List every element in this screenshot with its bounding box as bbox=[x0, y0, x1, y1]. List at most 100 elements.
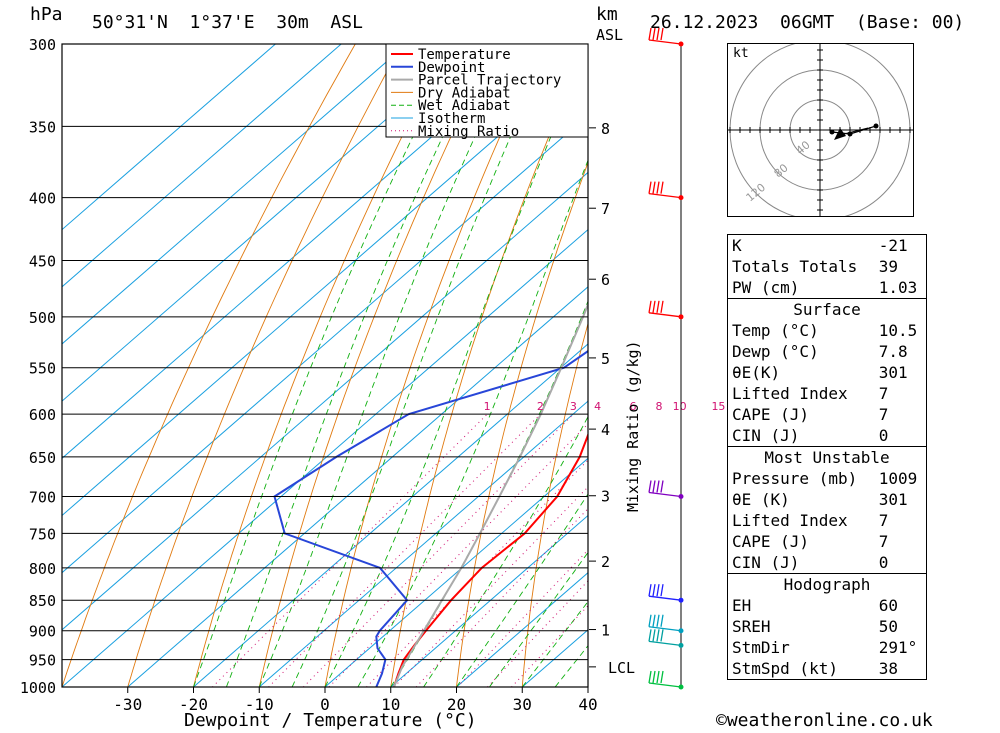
height-unit-asl: ASL bbox=[596, 26, 624, 44]
wind-barb-staff bbox=[648, 682, 682, 688]
wind-barb-feather bbox=[652, 629, 656, 642]
wind-barb-feather bbox=[652, 670, 656, 684]
isotherm-line bbox=[456, 571, 588, 687]
km-tick-label: 2 bbox=[601, 553, 610, 571]
indices-table: K -21 Totals Totals 39 PW (cm) 1.03 Surface Tem… bbox=[727, 234, 927, 680]
most-unstable-row: CAPE (J) 7 bbox=[728, 531, 927, 552]
index-label: Lifted Index bbox=[732, 511, 848, 530]
isotherm-line bbox=[62, 228, 588, 687]
km-tick-label: 7 bbox=[601, 200, 610, 218]
pressure-tick-label: 850 bbox=[29, 592, 56, 610]
x-axis-label: Dewpoint / Temperature (°C) bbox=[184, 710, 477, 731]
section-title: Hodograph bbox=[727, 573, 927, 595]
wind-barb-feather bbox=[648, 181, 652, 194]
wind-barb-feather bbox=[656, 614, 660, 627]
series-parcel-trajectory-line bbox=[393, 301, 588, 687]
index-value: 50 bbox=[878, 617, 898, 636]
index-label: CIN (J) bbox=[732, 426, 800, 445]
mixing-ratio-label: 3 bbox=[570, 400, 577, 413]
index-value: 301 bbox=[878, 490, 908, 509]
x-tick-label: 0 bbox=[320, 695, 330, 714]
wind-barb-feather bbox=[652, 614, 656, 627]
wind-barb-feather bbox=[652, 480, 656, 493]
mixing-ratio-line bbox=[456, 549, 588, 687]
pressure-tick-label: 750 bbox=[29, 525, 56, 543]
index-value: 7.8 bbox=[878, 342, 908, 361]
wind-barb-staff bbox=[648, 192, 682, 199]
km-tick-label: 4 bbox=[601, 421, 610, 439]
wind-barb-feather bbox=[660, 27, 664, 41]
x-tick-label: 10 bbox=[381, 695, 400, 714]
height-unit-km: km bbox=[596, 4, 618, 25]
isotherm-line bbox=[62, 44, 539, 459]
index-value: 0 bbox=[878, 553, 889, 572]
index-label: Dewp (°C) bbox=[732, 342, 819, 361]
mixing-ratio-label: 8 bbox=[655, 400, 662, 413]
isotherm-line bbox=[127, 286, 588, 687]
index-value: 291° bbox=[878, 638, 918, 657]
wind-barb-feather bbox=[648, 614, 652, 627]
pressure-unit-label: hPa bbox=[30, 4, 63, 25]
wind-barb bbox=[648, 614, 684, 634]
wind-barb bbox=[648, 181, 684, 201]
pressure-tick-label: 450 bbox=[29, 253, 56, 271]
wind-barb-feather bbox=[652, 27, 656, 41]
index-value: 7 bbox=[878, 405, 889, 424]
most-unstable-row: Lifted Index 7 bbox=[728, 510, 927, 531]
km-tick-label: 8 bbox=[601, 120, 610, 138]
wind-barb-feather bbox=[660, 670, 664, 684]
isotherm-line bbox=[62, 44, 342, 288]
wind-barb-staff bbox=[648, 39, 682, 45]
pressure-tick-label: 800 bbox=[29, 560, 56, 578]
index-label: SREH bbox=[732, 617, 771, 636]
index-label: θE (K) bbox=[732, 490, 790, 509]
hodograph-point bbox=[873, 123, 879, 129]
wind-barb-staff bbox=[648, 640, 682, 647]
x-tick-label: -10 bbox=[245, 695, 274, 714]
wind-barb-feather bbox=[652, 181, 656, 194]
pressure-tick-label: 700 bbox=[29, 489, 56, 507]
wind-barb-feather bbox=[648, 480, 652, 493]
mixing-ratio-line bbox=[366, 459, 588, 687]
wind-barb-feather bbox=[648, 629, 652, 642]
legend-entry-label: Temperature bbox=[418, 47, 511, 63]
hodograph-panel: 40 80 120 kt bbox=[727, 43, 914, 217]
wind-barb-feather bbox=[652, 300, 656, 313]
wind-barb-feather bbox=[660, 480, 664, 493]
mixing-ratio-label: 2 bbox=[537, 400, 544, 413]
wind-barb-feather bbox=[656, 629, 660, 642]
index-label: Temp (°C) bbox=[732, 321, 819, 340]
mixing-ratio-label: 4 bbox=[594, 400, 601, 413]
index-label: θE(K) bbox=[732, 363, 781, 382]
surface-row: Temp (°C) 10.5 bbox=[728, 320, 927, 341]
wind-barb-feather bbox=[656, 181, 660, 194]
wet-adiabat-line bbox=[357, 159, 588, 687]
wind-barb-staff bbox=[648, 595, 682, 601]
hodograph-row: StmDir 291° bbox=[728, 637, 927, 658]
mixing-ratio-line bbox=[268, 413, 541, 687]
wind-barb-feather bbox=[660, 300, 664, 313]
isotherm-line bbox=[324, 457, 588, 687]
datetime-label: 26.12.2023 06GMT (Base: 00) bbox=[650, 12, 965, 33]
pressure-tick-label: 900 bbox=[29, 623, 56, 641]
index-label: Pressure (mb) bbox=[732, 469, 858, 488]
wind-barb-feather bbox=[656, 480, 660, 493]
pressure-tick-label: 350 bbox=[29, 118, 56, 136]
wind-barb-staff bbox=[648, 626, 682, 632]
wind-barb bbox=[648, 480, 684, 500]
legend-entry-label: Dewpoint bbox=[418, 60, 485, 76]
index-value: 301 bbox=[878, 363, 908, 382]
dry-adiabat-line bbox=[193, 44, 449, 687]
x-tick-label: -20 bbox=[179, 695, 208, 714]
copyright-label: ©weatheronline.co.uk bbox=[716, 710, 933, 731]
index-value: 7 bbox=[878, 384, 889, 403]
pressure-tick-label: 600 bbox=[29, 406, 56, 424]
index-value: 38 bbox=[878, 659, 898, 678]
series-temperature-line bbox=[393, 432, 588, 687]
km-tick-label: 1 bbox=[601, 622, 610, 640]
wind-barb bbox=[648, 27, 684, 47]
isotherm-line bbox=[258, 400, 588, 687]
